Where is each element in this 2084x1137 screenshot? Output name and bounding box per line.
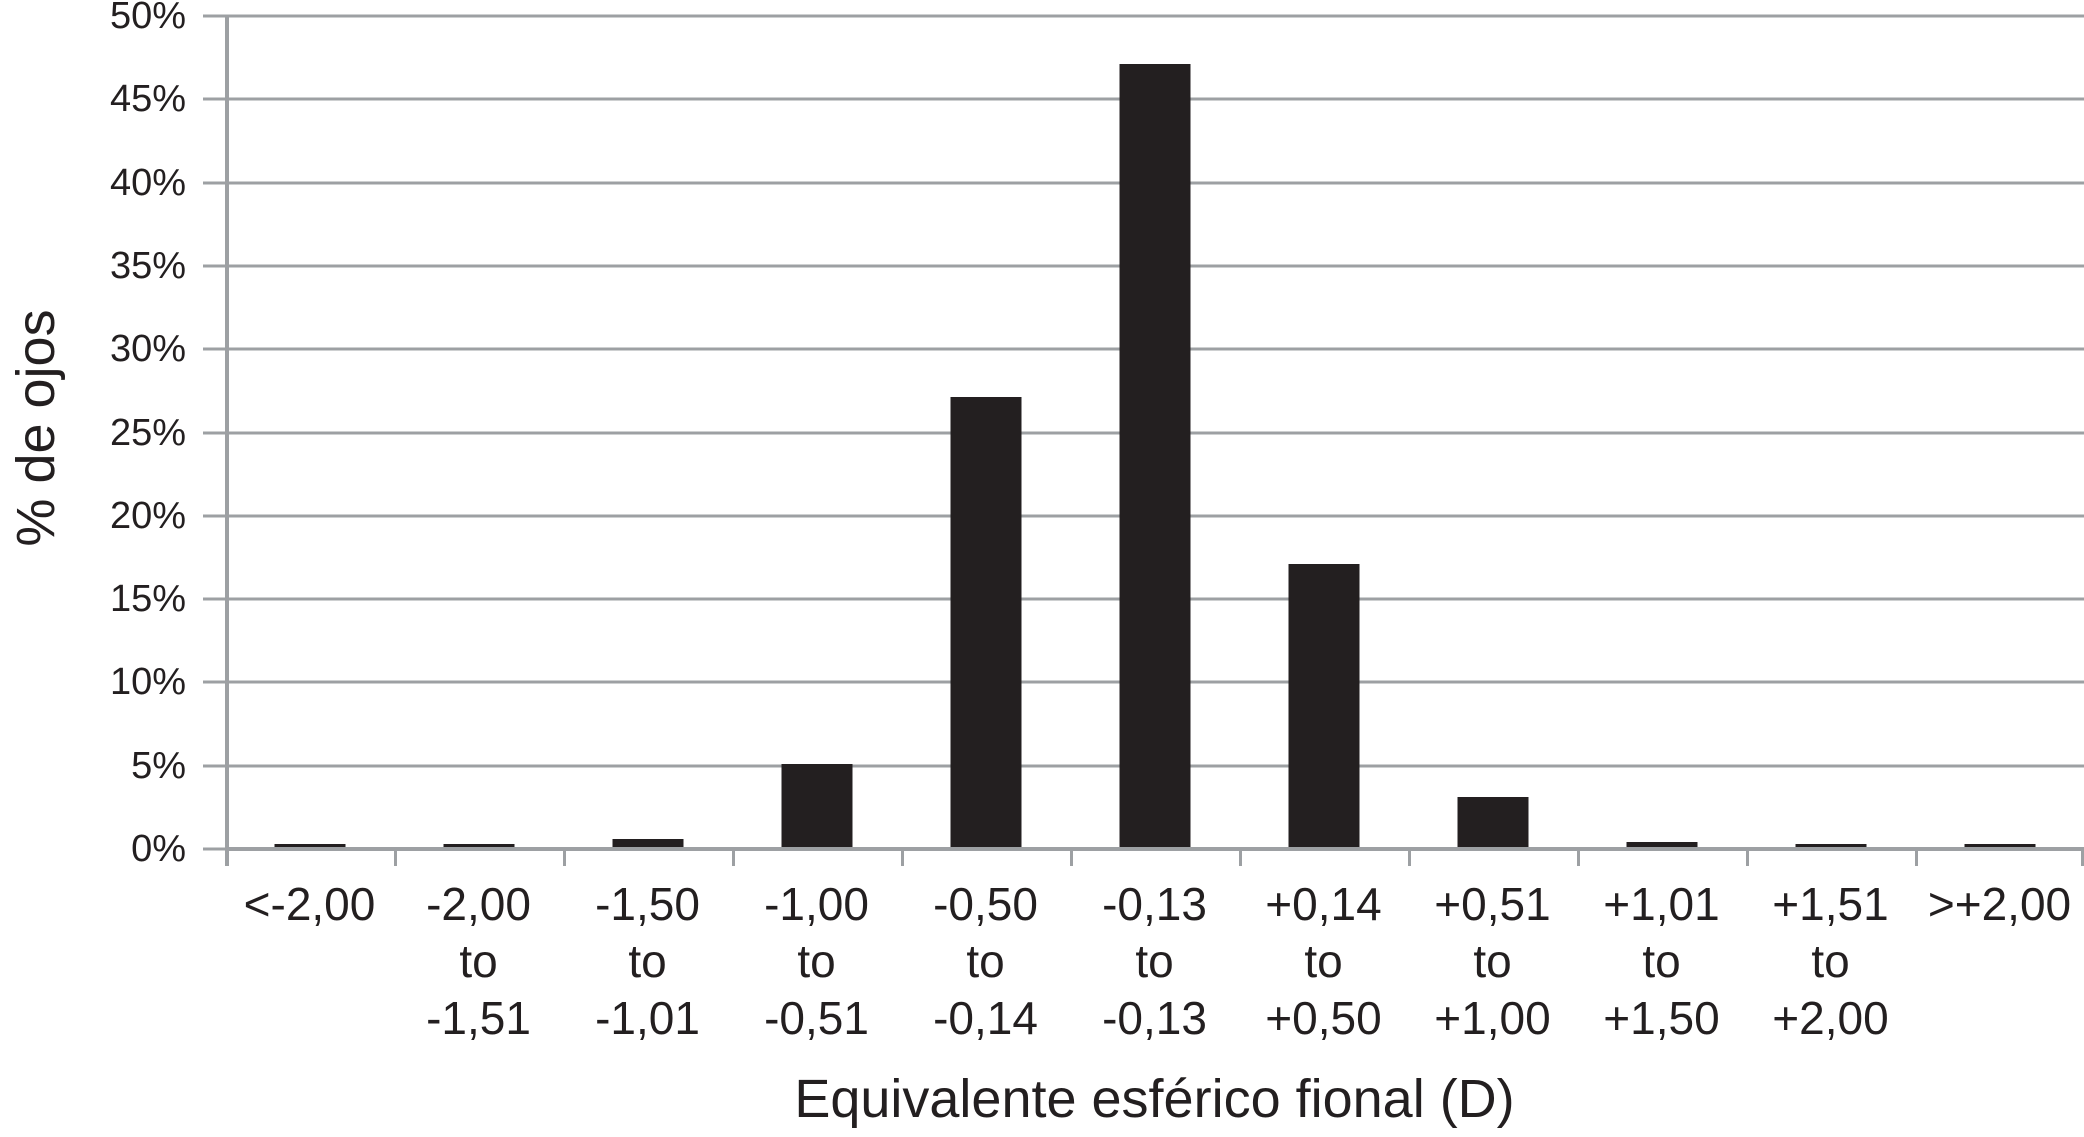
bar (1626, 842, 1697, 847)
x-tick-mark (1746, 849, 1749, 866)
y-tick-mark-10 (203, 680, 225, 684)
y-tick-mark-45 (203, 97, 225, 101)
x-tick-label: +1,01 to +1,50 (1603, 878, 1720, 1044)
bar (781, 763, 852, 847)
bar-slot (1239, 16, 1408, 849)
y-tick-label: 0% (131, 828, 186, 870)
bar (274, 843, 345, 847)
y-tick-mark-0 (203, 847, 225, 851)
y-tick-mark-15 (203, 597, 225, 601)
bar-slot (225, 16, 394, 849)
bar-slot (1746, 16, 1915, 849)
y-tick-label: 35% (109, 244, 186, 287)
x-tick-mark (1070, 849, 1073, 866)
x-tick-mark (225, 849, 228, 866)
bar (1288, 563, 1359, 847)
x-tick-label: -1,50 to -1,01 (595, 878, 700, 1044)
y-tick-mark-25 (203, 431, 225, 434)
bar (612, 838, 683, 847)
y-tick-label: 45% (109, 78, 186, 121)
y-tick-mark-20 (203, 514, 225, 518)
x-tick-label: -2,00 to -1,51 (426, 878, 531, 1044)
y-tick-label: 30% (109, 328, 186, 371)
bar-slot (732, 16, 901, 849)
x-tick-mark (732, 849, 735, 866)
x-tick-mark (1915, 849, 1918, 866)
bar-slot (1915, 16, 2084, 849)
y-tick-mark-50 (203, 14, 225, 18)
bar (1964, 843, 2035, 847)
bar-slot (394, 16, 563, 849)
y-axis-tick-labels: 0% 5% 10% 15% 20% 25% 30% 35% 40% 45% 50% (0, 0, 186, 868)
x-tick-label: -0,50 to -0,14 (933, 878, 1038, 1044)
x-tick-mark (394, 849, 397, 866)
bar-slot (563, 16, 732, 849)
x-tick-mark (901, 849, 904, 866)
y-tick-mark-35 (203, 264, 225, 268)
bar (1795, 843, 1866, 847)
y-tick-label: 40% (109, 161, 186, 204)
bar-slot (1577, 16, 1746, 849)
bars (225, 16, 2084, 849)
bar-slot (1408, 16, 1577, 849)
y-tick-label: 10% (109, 661, 186, 704)
x-tick-mark (2081, 849, 2084, 866)
x-axis-line (225, 847, 2084, 851)
gridline-50 (225, 14, 2084, 18)
x-axis-tick-labels: <-2,00 -2,00 to -1,51 -1,50 to -1,01 -1,00 … (225, 876, 2084, 1047)
x-tick-label: >+2,00 (1927, 878, 2072, 930)
bar-slot (1070, 16, 1239, 849)
bar-slot (901, 16, 1070, 849)
y-tick-mark-30 (203, 347, 225, 351)
y-tick-mark-40 (203, 181, 225, 185)
bar (1119, 63, 1190, 847)
plot-area (203, 14, 2084, 866)
y-tick-mark-5 (203, 764, 225, 768)
x-tick-label: +0,14 to +0,50 (1265, 878, 1382, 1044)
bar (950, 397, 1021, 847)
x-tick-mark (1408, 849, 1411, 866)
x-tick-mark (1577, 849, 1580, 866)
y-tick-label: 50% (109, 0, 186, 37)
bar (1457, 797, 1528, 847)
y-tick-label: 20% (109, 494, 186, 537)
y-tick-label: 15% (109, 578, 186, 621)
y-tick-label: 5% (131, 744, 186, 787)
x-tick-mark (1239, 849, 1242, 866)
bar (443, 843, 514, 847)
y-axis-line (225, 16, 229, 866)
x-tick-mark (563, 849, 566, 866)
x-tick-label: +0,51 to +1,00 (1434, 878, 1551, 1044)
y-tick-label: 25% (109, 411, 186, 454)
x-tick-label: +1,51 to +2,00 (1772, 878, 1889, 1044)
x-tick-label: <-2,00 (243, 878, 376, 930)
x-axis-title: Equivalente esférico fional (D) (794, 1069, 1515, 1129)
x-tick-label: -1,00 to -0,51 (764, 878, 869, 1044)
x-tick-label: -0,13 to -0,13 (1102, 878, 1207, 1044)
